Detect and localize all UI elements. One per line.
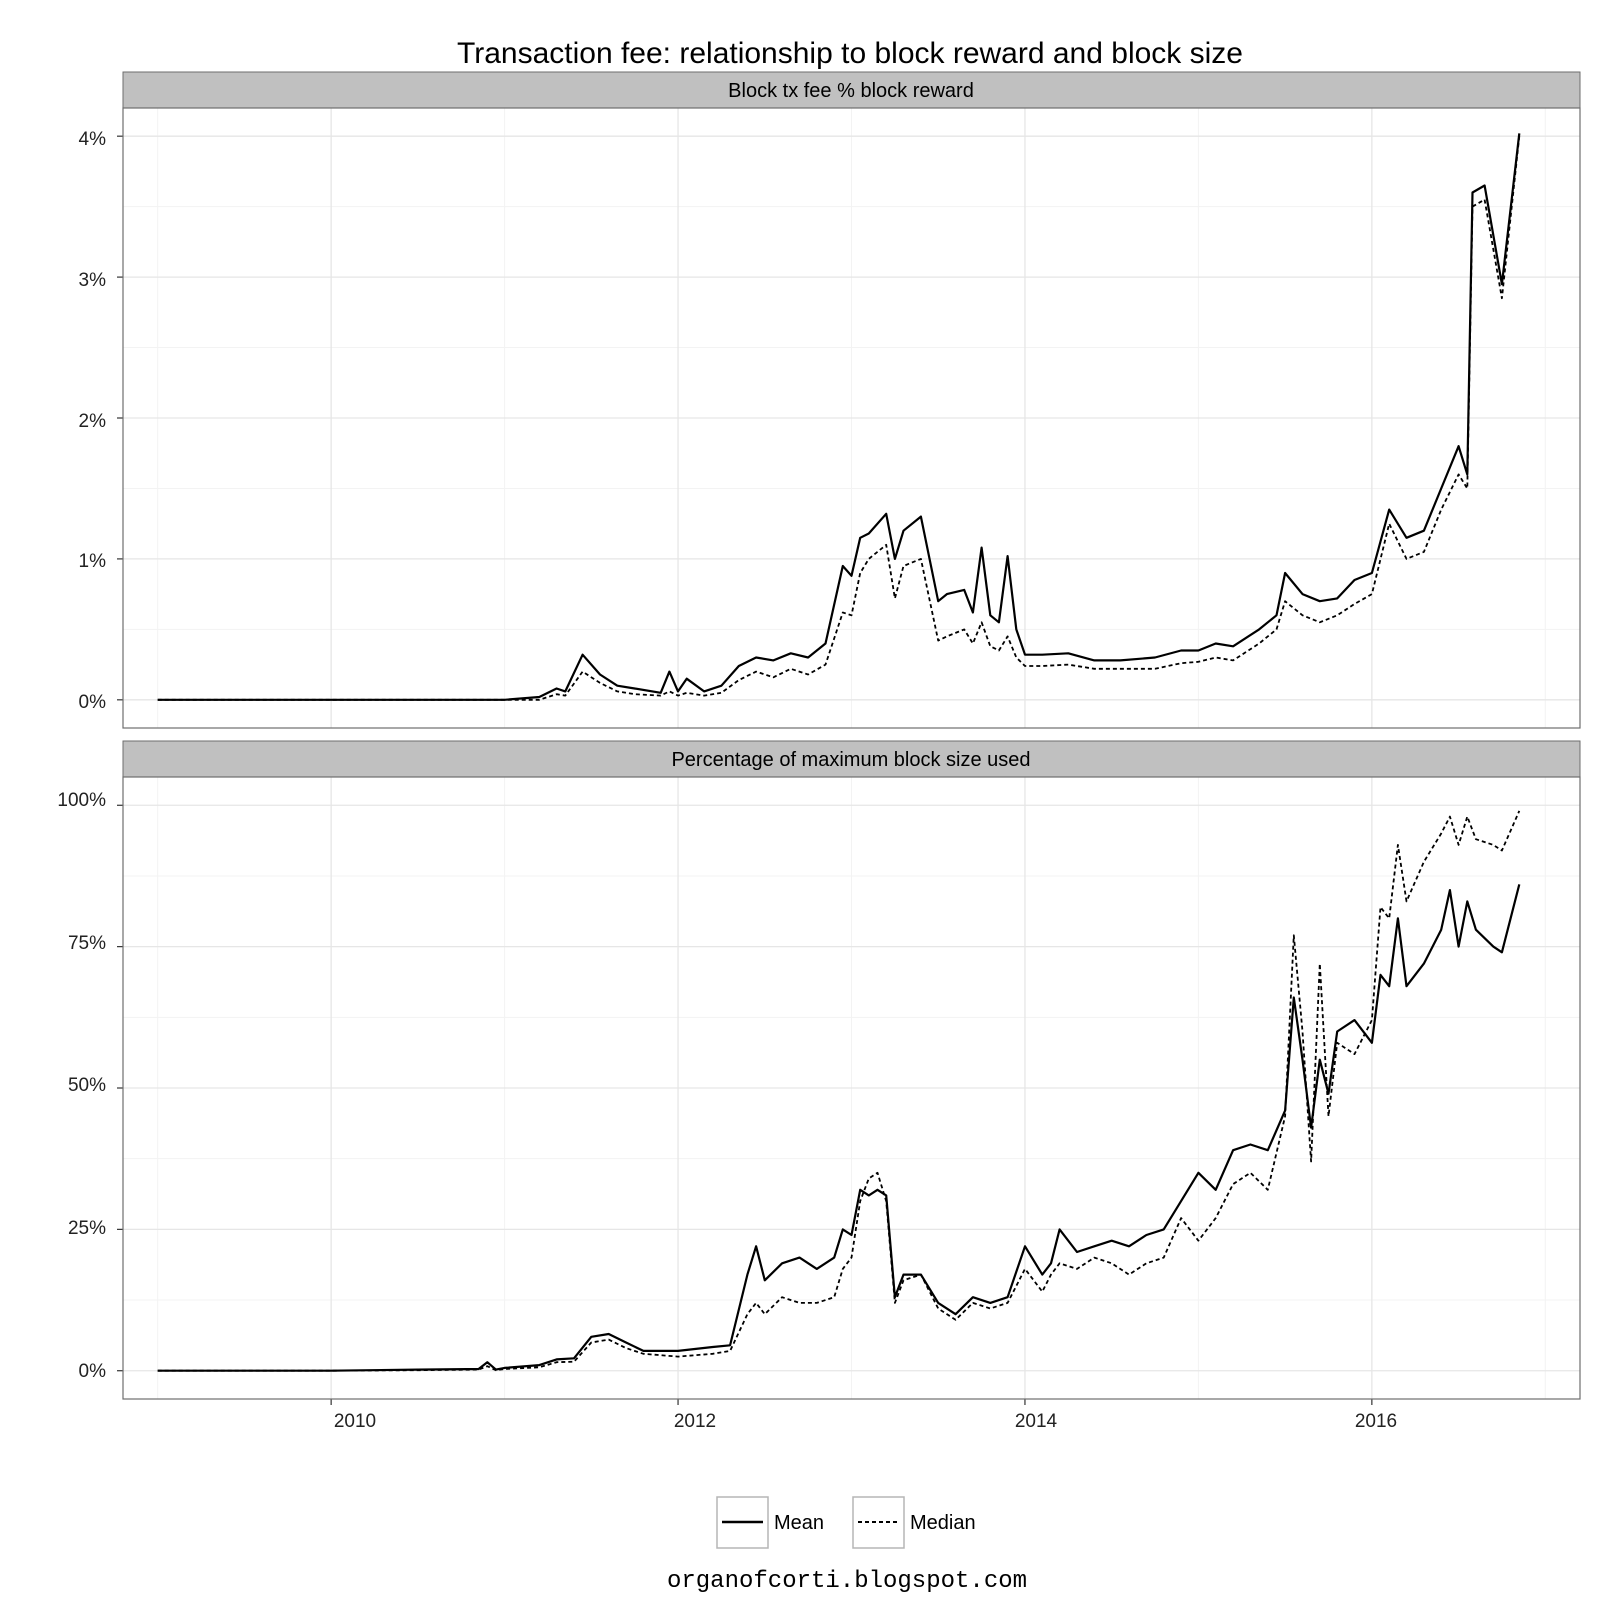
- panel-border-top: [122, 107, 1581, 729]
- y-tick-label: 2%: [79, 411, 107, 432]
- credit-text: organofcorti.blogspot.com: [667, 1568, 1027, 1595]
- x-tick-label: 2010: [334, 1411, 376, 1432]
- y-tick-label: 0%: [79, 1361, 107, 1382]
- strip-label-top: Block tx fee % block reward: [728, 80, 974, 102]
- y-ticks-bottom: 0% 25% 50% 75% 100%: [57, 790, 106, 1382]
- y-tick-label: 4%: [79, 129, 107, 150]
- x-tick-label: 2012: [674, 1411, 716, 1432]
- series-line-median-top: [157, 136, 1521, 701]
- panel-border-bottom: [122, 776, 1581, 1400]
- series-line-mean-top: [157, 133, 1521, 701]
- x-tick-label: 2016: [1355, 1411, 1397, 1432]
- panel-top: Block tx fee % block reward 0% 1% 2% 3% …: [79, 71, 1581, 729]
- series-bottom: [157, 810, 1521, 1372]
- x-tick-label: 2014: [1015, 1411, 1058, 1432]
- y-tick-label: 75%: [68, 933, 106, 954]
- x-ticks: 2010 2012 2014 2016: [334, 1411, 1397, 1432]
- panel-bottom: Percentage of maximum block size used 0%…: [57, 740, 1581, 1432]
- strip-background-top: [122, 71, 1581, 109]
- y-tick-label: 100%: [57, 790, 106, 811]
- series-line-median-bottom: [157, 810, 1521, 1372]
- grid-bottom: [117, 777, 1580, 1405]
- y-tick-label: 3%: [79, 270, 107, 291]
- y-tick-label: 1%: [79, 551, 107, 572]
- y-tick-label: 50%: [68, 1075, 106, 1096]
- chart-title: Transaction fee: relationship to block r…: [457, 37, 1243, 70]
- strip-label-bottom: Percentage of maximum block size used: [671, 749, 1030, 771]
- legend-label-mean: Mean: [774, 1512, 824, 1534]
- y-tick-label: 0%: [79, 692, 107, 713]
- series-line-mean-bottom: [157, 884, 1521, 1372]
- legend: Mean Median: [716, 1496, 976, 1549]
- grid-top: [117, 108, 1580, 728]
- legend-label-median: Median: [910, 1512, 976, 1534]
- series-top: [157, 133, 1521, 701]
- y-ticks-top: 0% 1% 2% 3% 4%: [79, 129, 107, 713]
- y-tick-label: 25%: [68, 1218, 106, 1239]
